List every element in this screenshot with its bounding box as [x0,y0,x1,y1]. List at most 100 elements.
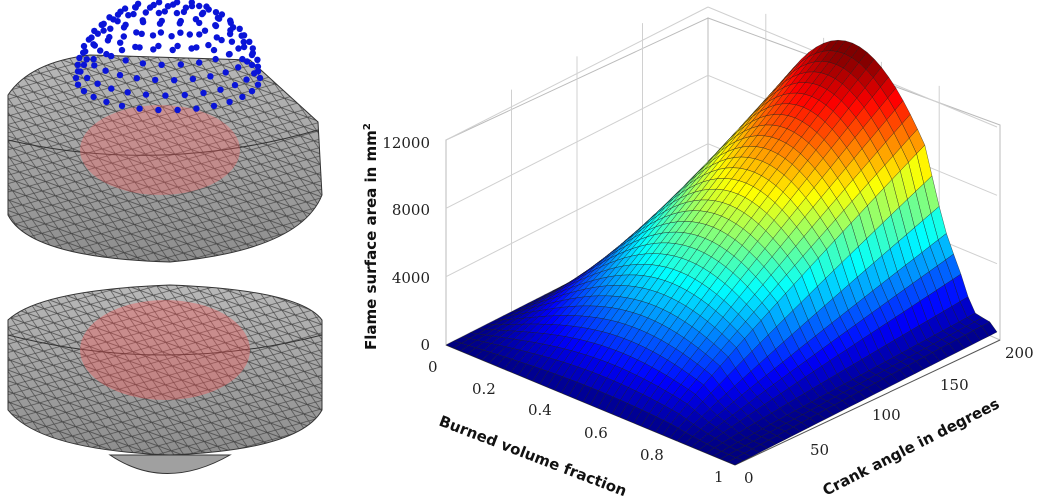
sphere-point [235,64,242,71]
sphere-point [161,8,168,15]
sphere-point [106,33,113,41]
sphere-point [239,55,246,63]
sphere-point [155,0,163,6]
sphere-point [157,29,165,36]
sphere-point [240,43,248,51]
sphere-point [80,42,88,50]
sphere-point [155,9,163,17]
sphere-point [246,38,253,45]
flame-volume-red-bottom [80,300,250,400]
sphere-point [248,51,256,59]
sphere-point [229,24,237,31]
sphere-point [155,42,162,50]
sphere-point [240,32,248,39]
sphere-point [133,75,140,82]
sphere-point [120,33,128,40]
sphere-point [218,36,225,44]
y-tick-label: 50 [810,441,829,459]
sphere-point [116,71,124,79]
sphere-point [254,81,262,88]
sphere-point [158,61,165,68]
sphere-point [173,0,181,6]
sphere-point [212,22,219,29]
sphere-point [201,27,209,34]
sphere-point [142,91,150,98]
sphere-point [122,57,129,64]
sphere-point [243,58,251,65]
sphere-point [80,87,88,95]
flame-sphere-points [72,0,264,114]
sphere-point [212,9,220,16]
sphere-point [83,74,91,82]
sphere-point [171,77,178,84]
sphere-point [114,18,121,25]
flame-volume-red [80,105,240,195]
sphere-point [173,9,181,17]
sphere-point [189,75,197,83]
sphere-point [188,0,195,6]
sphere-point [149,32,157,39]
sphere-point [152,76,159,84]
sphere-point [239,93,246,101]
sphere-point [236,25,243,32]
sphere-point [100,27,107,34]
y-tick-label: 0 [744,469,754,487]
sphere-point [74,81,82,88]
y-tick-label: 150 [940,376,969,394]
sphere-point [100,20,107,27]
sphere-point [80,49,87,56]
sphere-point [254,63,262,70]
x-tick-label: 0.6 [584,424,608,442]
sphere-point [139,17,146,24]
sphere-point [106,14,113,21]
z-tick-label: 4000 [392,269,430,287]
sphere-point [94,80,101,87]
sphere-point [225,51,233,58]
sphere-point [196,31,203,38]
sphere-point [136,105,143,112]
sphere-point [177,61,184,68]
y-axis-title: Crank angle in degrees [820,395,1003,500]
sphere-point [207,73,214,80]
surface-cell [727,457,744,466]
sphere-point [177,29,184,36]
sphere-point [193,44,200,51]
sphere-point [90,41,97,48]
sphere-point [217,86,224,93]
y-tick-label: 100 [872,406,901,424]
sphere-point [205,41,212,49]
sphere-point [139,60,147,67]
sphere-point [125,12,132,19]
x-tick-label: 0.8 [640,446,664,464]
sphere-point [130,10,137,18]
sphere-point [118,46,126,54]
z-ticks: 0 4000 8000 12000 [382,134,430,354]
sphere-point [91,27,98,35]
sphere-point [156,20,164,27]
sphere-point [80,61,88,69]
sphere-point [132,43,139,51]
sphere-point [88,34,95,41]
sphere-point [90,93,97,101]
sphere-point [203,3,210,10]
sphere-point [243,76,250,83]
sphere-point [102,67,109,74]
sphere-point [176,20,183,27]
sphere-point [210,46,218,54]
sphere-point [150,46,157,53]
sphere-point [226,30,234,38]
sphere-point [240,38,247,46]
sphere-point [227,17,234,24]
sphere-point [162,92,169,99]
y-ticks: 0 50 100 150 200 [744,344,1034,487]
sphere-point [196,2,203,10]
sphere-point [254,56,261,63]
sphere-point [103,98,110,106]
sphere-point [146,4,154,11]
sphere-point [76,54,83,62]
x-tick-label: 0 [428,358,438,376]
sphere-point [91,62,98,69]
sphere-point [226,98,233,106]
surface-plot: 0 4000 8000 12000 0 0.2 0.4 0.6 0.8 1 0 … [362,6,1034,500]
